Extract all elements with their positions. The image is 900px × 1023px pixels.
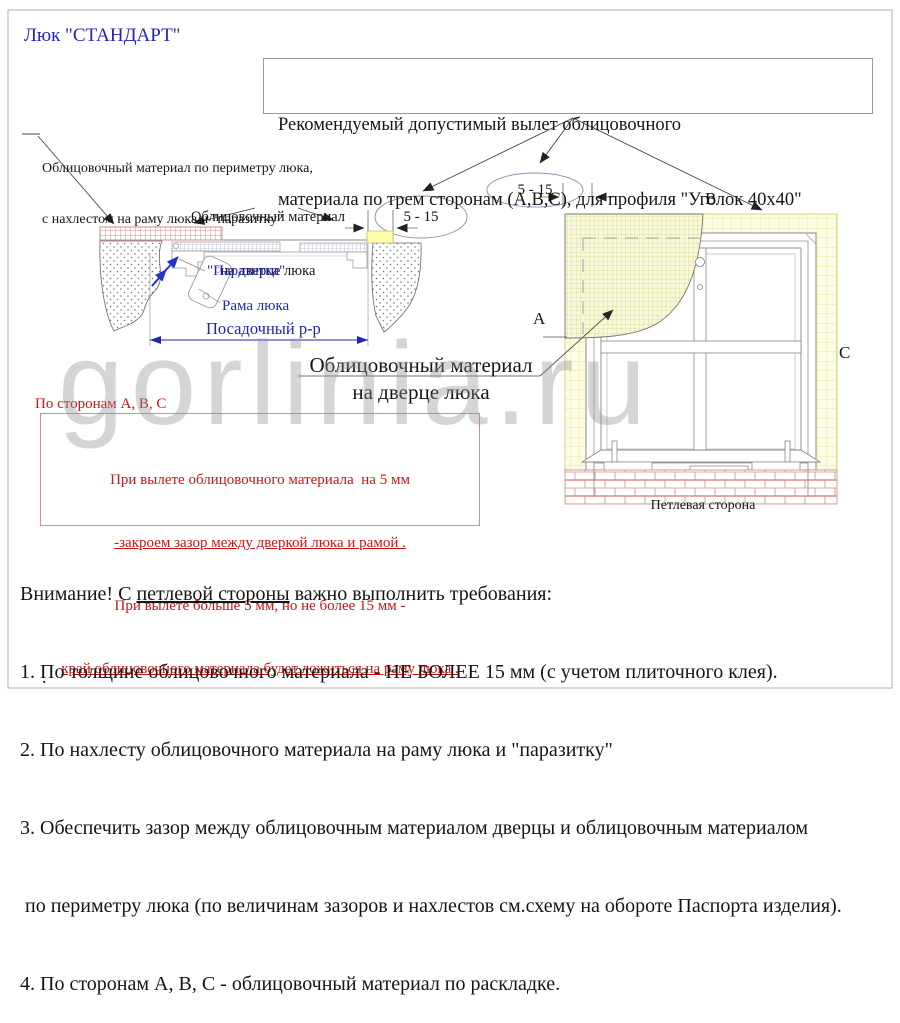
mounting-dimension-label: Посадочный р-р (206, 319, 321, 338)
callout-line-1: Рекомендуемый допустимый вылет облицовоч… (278, 115, 681, 135)
hatch-front-view (298, 213, 838, 505)
frame-label: Рама люка (222, 298, 290, 314)
sides-note-line4: край облицовочного материала будет ложит… (61, 661, 459, 677)
requirement-item-2: 2. По нахлесту облицовочного материала н… (20, 739, 613, 761)
sides-note-line3: При вылете больше 5 мм, но не более 15 м… (114, 598, 406, 614)
hinge-side-label: Петлевая сторона (650, 498, 756, 513)
technical-drawing (7, 9, 893, 689)
perimeter-note-line1: Облицовочный материал по периметру люка, (42, 161, 313, 176)
requirements-intro: Внимание! С петлевой стороны важно выпол… (20, 581, 892, 607)
annotation-leaders (22, 133, 334, 225)
perimeter-material-note: Облицовочный материал по периметру люка,… (42, 126, 313, 245)
door-material-note: Облицовочный материал на дверце люка (178, 172, 358, 298)
section-view (99, 226, 422, 346)
sides-note-line1: При вылете облицовочного материала на 5 … (110, 472, 410, 488)
requirements-block: Внимание! С петлевой стороны важно выпол… (20, 529, 892, 1023)
side-b-label: В (705, 189, 717, 208)
dimension-value-right: 5 - 15 (517, 182, 553, 198)
dimension-callout-left (374, 195, 468, 239)
requirement-item-1: 1. По толщине облицовочного материала - … (20, 661, 778, 683)
requirements-intro-underlined: петлевой стороны (136, 583, 290, 605)
requirements-intro-prefix: Внимание! С (20, 583, 137, 605)
requirement-item-4: 4. По сторонам А, В, С - облицовочный ма… (20, 973, 561, 995)
requirement-item-3: 3. Обеспечить зазор между облицовочным м… (20, 817, 809, 839)
page-border (7, 9, 893, 689)
requirement-item-3-cont: по периметру люка (по величинам зазоров … (20, 895, 842, 917)
sides-note-heading: По сторонам А, В, С (35, 396, 167, 412)
dimension-callout-right (486, 172, 584, 208)
door-material-big-label-line1: Облицовочный материал (309, 353, 533, 377)
parasitka-label: "Паразитка" (207, 263, 286, 279)
door-material-big-label-line2: на дверце люка (352, 380, 490, 404)
sides-note-box: При вылете облицовочного материала на 5 … (40, 413, 480, 677)
perimeter-note-line2: с нахлестом на раму люка и "паразитку" (42, 212, 283, 227)
dimension-value-left: 5 - 15 (403, 209, 439, 225)
callout-leaders (422, 117, 763, 211)
door-note-line1: Облицовочный материал (190, 209, 345, 225)
page-title: Люк "СТАНДАРТ" (24, 25, 181, 46)
side-a-label: А (533, 309, 546, 328)
door-note-line2: на дверце люка (220, 263, 316, 279)
side-c-label: С (839, 343, 851, 362)
requirements-intro-suffix: важно выполнить требования: (289, 583, 553, 605)
sides-note-line2: -закроем зазор между дверкой люка и рамо… (114, 535, 406, 551)
callout-line-2: материала по трем сторонам (А,В,С), для … (278, 190, 802, 210)
recommendation-callout-box: Рекомендуемый допустимый вылет облицовоч… (263, 58, 873, 210)
trailing-dot: . (42, 667, 47, 687)
